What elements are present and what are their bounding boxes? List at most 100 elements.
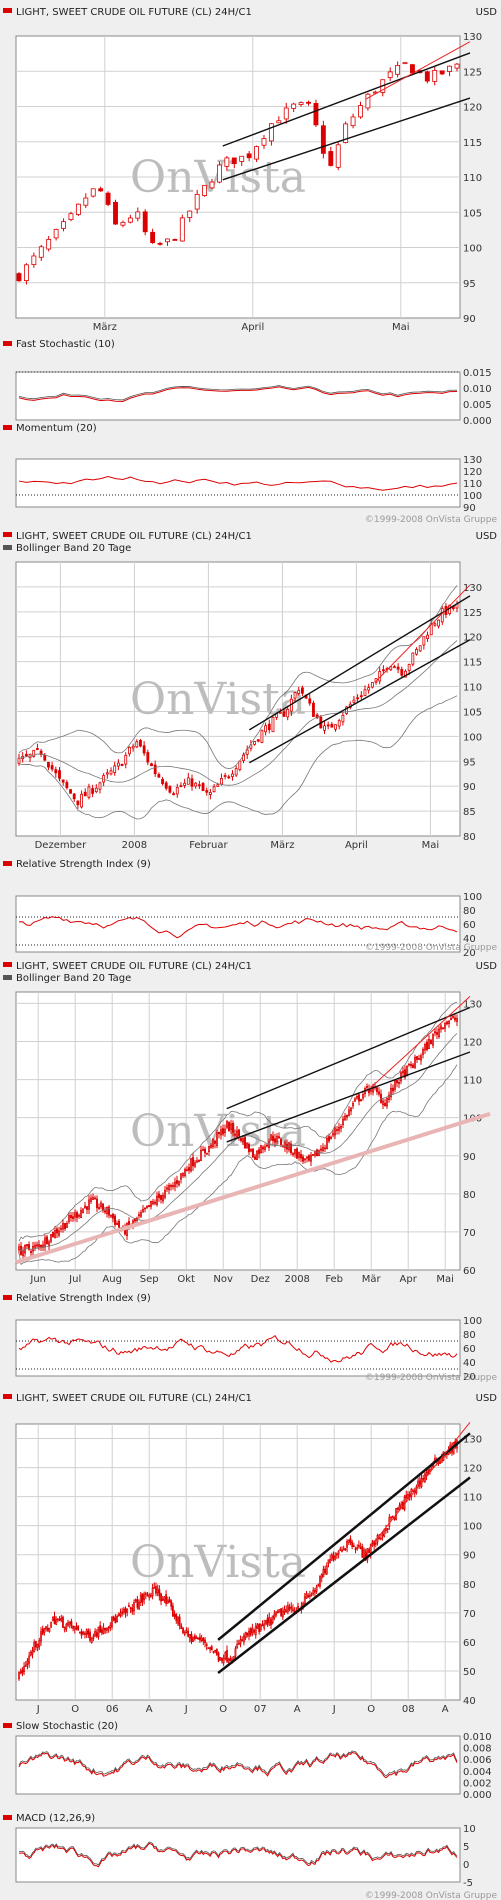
candle bbox=[150, 1201, 152, 1207]
x-tick-label: O bbox=[71, 1704, 79, 1715]
trend-line-red bbox=[363, 1421, 471, 1556]
candle bbox=[16, 273, 22, 282]
candle bbox=[162, 1195, 164, 1202]
candle bbox=[337, 1550, 340, 1555]
candle bbox=[198, 1160, 200, 1162]
candle bbox=[220, 778, 223, 785]
candle bbox=[340, 1126, 342, 1129]
candle bbox=[33, 1641, 36, 1652]
y-tick-label: 120 bbox=[463, 103, 482, 114]
chart-title: LIGHT, SWEET CRUDE OIL FUTURE (CL) 24H/C… bbox=[16, 531, 252, 542]
x-tick-label: A bbox=[442, 1704, 449, 1715]
candle bbox=[60, 1227, 62, 1230]
candle bbox=[31, 255, 37, 265]
candle bbox=[292, 1153, 294, 1155]
candle bbox=[452, 1015, 454, 1018]
candle bbox=[291, 103, 297, 109]
candle bbox=[192, 1637, 195, 1642]
candle bbox=[138, 1601, 140, 1610]
candle bbox=[296, 1148, 298, 1159]
candle bbox=[107, 1626, 110, 1629]
candle bbox=[315, 1586, 318, 1592]
candle bbox=[265, 1620, 267, 1624]
y-tick-label: 95 bbox=[463, 757, 476, 768]
candle bbox=[164, 1190, 166, 1198]
candle bbox=[99, 1625, 102, 1633]
x-tick-label: A bbox=[294, 1704, 301, 1715]
trend-line-lower bbox=[217, 1476, 471, 1674]
candle bbox=[21, 1669, 24, 1674]
candle bbox=[105, 192, 111, 205]
candle bbox=[278, 1136, 280, 1139]
candle bbox=[236, 1130, 238, 1138]
x-tick-label: Feb bbox=[325, 1274, 343, 1285]
indicator-y-tick: 80 bbox=[463, 906, 476, 917]
candle bbox=[266, 1144, 268, 1147]
candle bbox=[168, 786, 172, 793]
candle bbox=[313, 103, 319, 126]
candle bbox=[229, 1658, 232, 1661]
candle bbox=[224, 157, 230, 167]
candle bbox=[72, 793, 76, 800]
candle bbox=[23, 264, 29, 282]
y-tick-label: 100 bbox=[463, 1522, 482, 1533]
candle bbox=[366, 1548, 369, 1561]
candle bbox=[367, 687, 371, 691]
y-tick-label: 90 bbox=[463, 1152, 476, 1163]
candle bbox=[100, 1202, 102, 1208]
watermark-text: OnVista bbox=[130, 674, 306, 725]
candle bbox=[194, 1162, 196, 1167]
candle bbox=[29, 1651, 32, 1656]
candle bbox=[382, 1100, 384, 1106]
candle bbox=[307, 1595, 310, 1598]
y-tick-label: 110 bbox=[463, 1076, 482, 1087]
candle bbox=[359, 695, 363, 698]
indicator-title: Relative Strength Index (9) bbox=[16, 859, 151, 870]
candle bbox=[158, 1193, 160, 1199]
candle bbox=[417, 1480, 420, 1486]
candle bbox=[83, 197, 89, 206]
candle bbox=[140, 1212, 142, 1217]
candle bbox=[305, 1593, 308, 1599]
copyright-text: ©1999-2008 OnVista Gruppe bbox=[365, 1891, 498, 1900]
indicator-y-tick: 100 bbox=[463, 491, 482, 502]
candle bbox=[327, 1559, 330, 1564]
candle bbox=[427, 1469, 430, 1474]
candle bbox=[400, 1071, 402, 1082]
currency-label: USD bbox=[476, 961, 498, 972]
candle bbox=[249, 1628, 252, 1636]
candle bbox=[23, 1666, 25, 1673]
candle bbox=[426, 634, 429, 639]
candle bbox=[411, 652, 415, 665]
candle bbox=[60, 1618, 63, 1622]
candle bbox=[256, 1624, 259, 1629]
candle bbox=[172, 793, 176, 796]
x-tick-label: O bbox=[219, 1704, 227, 1715]
candle bbox=[343, 123, 349, 143]
candle bbox=[430, 1039, 432, 1045]
candle bbox=[38, 246, 44, 258]
candle bbox=[110, 1214, 112, 1217]
x-tick-label: Dez bbox=[251, 1274, 270, 1285]
candle bbox=[219, 1657, 222, 1660]
candle bbox=[440, 608, 444, 623]
candle bbox=[429, 1468, 431, 1472]
y-tick-label: 60 bbox=[463, 1638, 476, 1649]
candle bbox=[48, 1241, 50, 1246]
candle bbox=[252, 1148, 254, 1158]
legend-marker bbox=[3, 975, 12, 980]
candle bbox=[344, 1115, 346, 1121]
candle bbox=[226, 1650, 228, 1662]
candle bbox=[228, 1121, 230, 1132]
trend-line-upper bbox=[226, 1006, 471, 1110]
candle bbox=[256, 1150, 258, 1160]
candle bbox=[227, 1659, 230, 1663]
candle bbox=[80, 793, 83, 808]
candle bbox=[165, 238, 170, 243]
candle bbox=[58, 1618, 61, 1621]
candle bbox=[324, 1147, 326, 1150]
candle bbox=[113, 765, 117, 773]
candle bbox=[326, 1137, 328, 1150]
y-tick-label: 120 bbox=[463, 1038, 482, 1049]
